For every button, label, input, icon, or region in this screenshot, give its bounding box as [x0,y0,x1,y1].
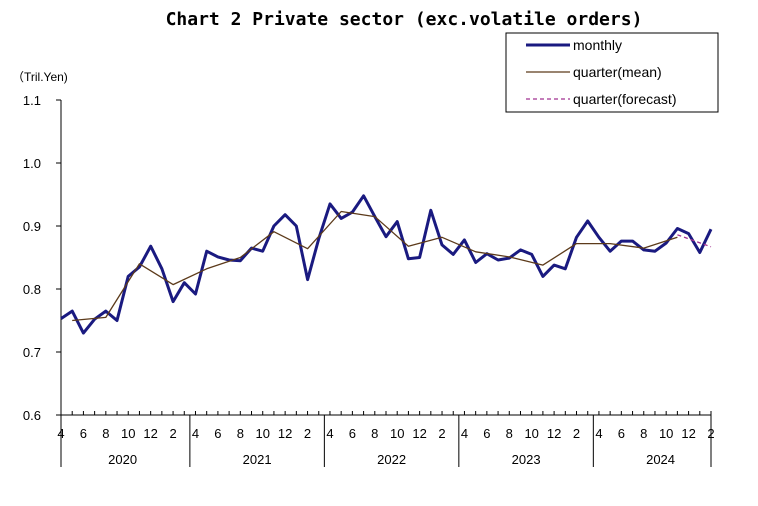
y-tick-label: 0.6 [23,408,41,423]
x-tick-label: 8 [237,426,244,441]
x-tick-label: 12 [278,426,292,441]
x-tick-labels: 4 6 8 10 12 2 4 6 8 10 12 2 4 6 8 10 12 2 4 6 8 10 12 2 4 6 8 10 12 2 [57,426,714,441]
x-tick-label: 8 [506,426,513,441]
x-tick-label: 12 [143,426,157,441]
year-label: 2021 [243,452,272,467]
x-tick-label: 4 [57,426,64,441]
x-tick-label: 2 [304,426,311,441]
x-tick-label: 10 [121,426,135,441]
year-label: 2020 [108,452,137,467]
x-tick-label: 4 [461,426,468,441]
year-label: 2022 [377,452,406,467]
x-tick-label: 6 [349,426,356,441]
year-label: 2024 [646,452,675,467]
x-tick-label: 2 [169,426,176,441]
series-line-quarter-mean [72,210,678,322]
x-tick-label: 8 [371,426,378,441]
y-tick-label: 1.1 [23,93,41,108]
x-tick-label: 6 [80,426,87,441]
x-tick-label: 10 [524,426,538,441]
series-lines [60,194,713,335]
legend: monthly quarter(mean) quarter(forecast) [505,32,719,113]
x-tick-label: 10 [255,426,269,441]
y-axis-unit-label: （Tril.Yen) [12,70,68,84]
year-labels: 2020 2021 2022 2023 2024 [108,452,675,467]
x-tick-label: 10 [390,426,404,441]
series-line-monthly [60,194,713,335]
y-tick-label: 1.0 [23,156,41,171]
x-tick-label: 6 [214,426,221,441]
x-tick-label: 2 [707,426,714,441]
x-tick-label: 4 [326,426,333,441]
x-tick-label: 6 [618,426,625,441]
x-tick-label: 4 [595,426,602,441]
legend-label-quarter-forecast: quarter(forecast) [573,91,676,107]
x-tick-label: 6 [483,426,490,441]
x-tick-label: 10 [659,426,673,441]
legend-label-monthly: monthly [573,37,622,53]
y-tick-labels: 0.6 0.7 0.8 0.9 1.0 1.1 [23,93,41,423]
x-tick-label: 12 [412,426,426,441]
axes [56,99,712,467]
legend-label-quarter-mean: quarter(mean) [573,64,662,80]
x-tick-label: 4 [192,426,199,441]
x-tick-label: 12 [681,426,695,441]
x-tick-label: 2 [438,426,445,441]
x-tick-label: 8 [102,426,109,441]
x-tick-label: 2 [573,426,580,441]
x-tick-label: 8 [640,426,647,441]
year-label: 2023 [512,452,541,467]
series-line-quarter-forecast [677,234,712,248]
chart-title: Chart 2 Private sector (exc.volatile ord… [166,9,643,30]
y-tick-label: 0.7 [23,345,41,360]
y-tick-label: 0.8 [23,282,41,297]
y-tick-label: 0.9 [23,219,41,234]
x-tick-label: 12 [547,426,561,441]
